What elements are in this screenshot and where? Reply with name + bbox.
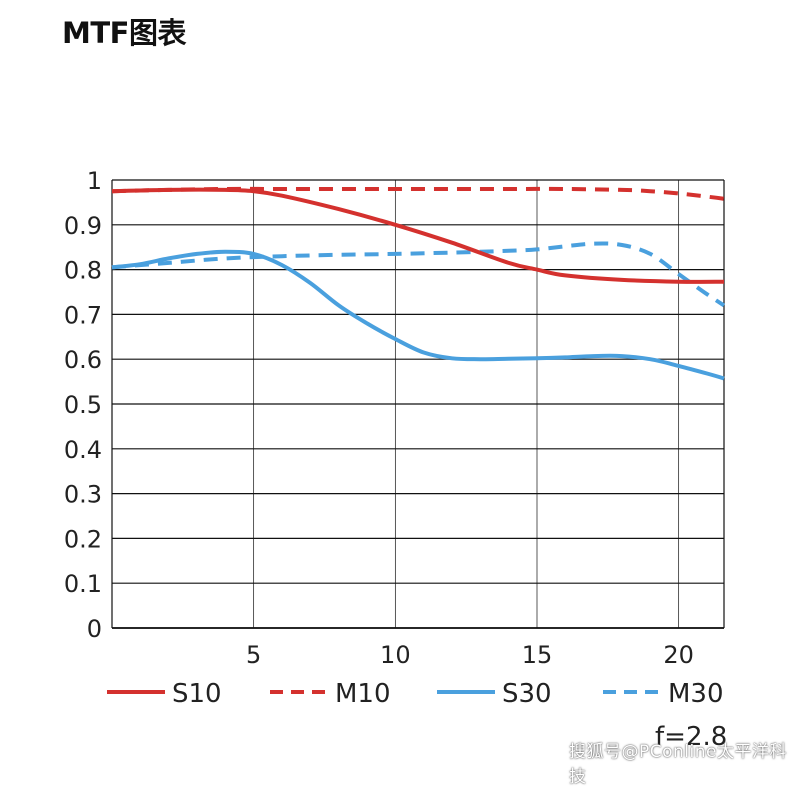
y-tick-label: 0	[87, 615, 102, 643]
y-tick-label: 1	[87, 167, 102, 195]
mtf-chart: 00.10.20.30.40.50.60.70.80.915 10 15 20 S10…	[64, 167, 726, 709]
chart-title: MTF图表	[62, 16, 186, 50]
legend-label-s10: S10	[172, 679, 222, 709]
y-tick-label: 0.7	[64, 301, 102, 329]
tick-labels: 00.10.20.30.40.50.60.70.80.915 10 15 20	[64, 167, 694, 669]
legend-label-m10: M10	[335, 679, 391, 709]
y-tick-label: 0.9	[64, 212, 102, 240]
y-tick-label: 0.5	[64, 391, 102, 419]
x-tick-label: 20	[663, 641, 694, 669]
aperture-label: f=2.8	[655, 722, 728, 752]
x-tick-label: 5	[246, 641, 261, 669]
y-tick-label: 0.2	[64, 525, 102, 553]
y-tick-label: 0.8	[64, 257, 102, 285]
series-lines	[111, 186, 726, 381]
legend-label-m30: M30	[668, 679, 724, 709]
y-tick-label: 0.1	[64, 570, 102, 598]
series-line-m30	[111, 241, 726, 308]
y-tick-label: 0.4	[64, 436, 102, 464]
series-line-s10	[111, 187, 725, 284]
legend: S10 M10 S30 M30	[107, 679, 724, 709]
y-tick-label: 0.6	[64, 346, 102, 374]
y-tick-label: 0.3	[64, 481, 102, 509]
x-tick-label: 10	[380, 641, 411, 669]
series-line-s30	[111, 249, 725, 381]
legend-label-s30: S30	[502, 679, 552, 709]
watermark-text: 搜狐号@PConline太平洋科技	[569, 742, 787, 787]
x-tick-label: 15	[522, 641, 553, 669]
grid	[111, 179, 725, 629]
